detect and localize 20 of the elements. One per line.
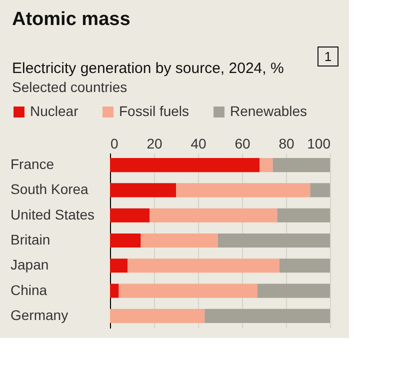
chart-title: Atomic mass (12, 9, 130, 30)
text: 1 (324, 49, 332, 64)
x-tick-label: 80 (278, 136, 294, 152)
x-tick-label: 0 (110, 136, 118, 152)
y-tick-label: Japan (10, 256, 49, 273)
x-tick-label: 60 (234, 136, 250, 152)
y-tick-label: South Korea (10, 181, 89, 198)
legend-label: Renewables (230, 103, 308, 119)
x-tick-label: 20 (146, 136, 162, 152)
chart-subtitle: Electricity generation by source, 2024, % (12, 60, 284, 77)
text: Selected countries (12, 79, 128, 95)
y-tick-label: Germany (10, 306, 68, 323)
x-tick-label: 40 (190, 136, 206, 152)
x-tick-label: 100 (307, 136, 331, 152)
y-tick-label: France (10, 156, 54, 172)
legend-label: Fossil fuels (119, 103, 190, 119)
y-tick-label: Britain (10, 232, 50, 248)
legend-label: Nuclear (30, 103, 79, 119)
y-tick-label: United States (10, 206, 95, 222)
y-tick-label: China (10, 282, 48, 298)
